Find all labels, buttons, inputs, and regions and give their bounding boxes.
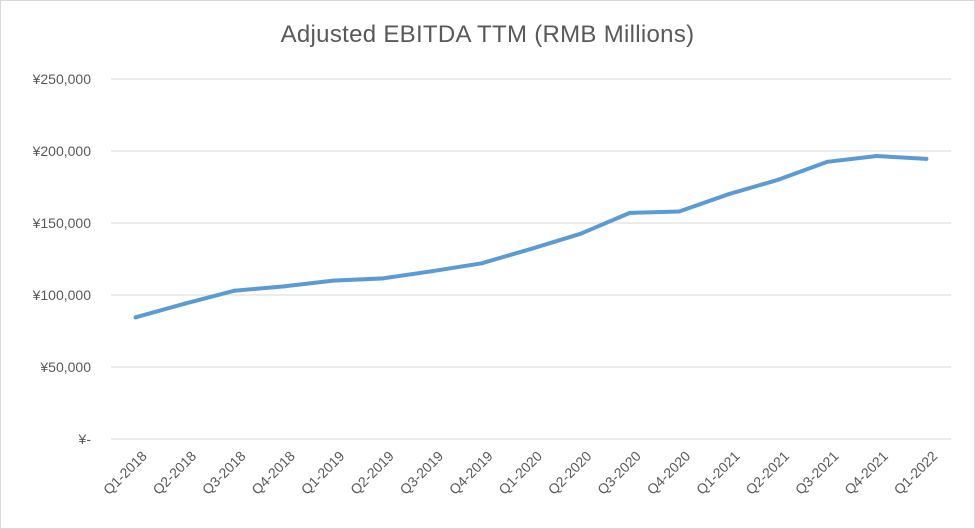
- x-tick-label: Q2-2018: [149, 448, 199, 498]
- x-tick-label: Q2-2020: [545, 448, 595, 498]
- data-point: [281, 284, 286, 289]
- x-tick-label: Q4-2018: [248, 448, 298, 498]
- y-tick-label: ¥200,000: [32, 143, 92, 159]
- x-tick-label: Q1-2019: [298, 448, 348, 498]
- data-point: [380, 276, 385, 281]
- x-tick-label: Q1-2021: [693, 448, 743, 498]
- series-line: [133, 154, 929, 320]
- data-point: [232, 288, 237, 293]
- x-tick-label: Q1-2018: [100, 448, 150, 498]
- y-tick-label: ¥250,000: [32, 71, 92, 87]
- data-point: [776, 177, 781, 182]
- data-point: [133, 315, 138, 320]
- data-point: [924, 156, 929, 161]
- x-tick-label: Q2-2021: [742, 448, 792, 498]
- data-point: [430, 269, 435, 274]
- y-tick-label: ¥50,000: [39, 359, 91, 375]
- x-tick-label: Q3-2019: [396, 448, 446, 498]
- data-point: [874, 154, 879, 159]
- x-tick-label: Q4-2019: [446, 448, 496, 498]
- y-tick-label: ¥150,000: [32, 215, 92, 231]
- data-point: [183, 301, 188, 306]
- data-point: [578, 231, 583, 236]
- data-point: [627, 210, 632, 215]
- data-point: [529, 246, 533, 251]
- y-tick-label: ¥-: [78, 431, 92, 447]
- x-tick-label: Q3-2018: [199, 448, 249, 498]
- x-tick-label: Q1-2020: [495, 448, 545, 498]
- data-point: [331, 278, 336, 283]
- data-point: [825, 159, 830, 164]
- x-tick-label: Q3-2020: [594, 448, 644, 498]
- y-tick-label: ¥100,000: [32, 287, 92, 303]
- x-tick-label: Q4-2020: [644, 448, 694, 498]
- x-tick-label: Q4-2021: [841, 448, 891, 498]
- x-tick-label: Q1-2022: [891, 448, 941, 498]
- data-point: [677, 209, 682, 214]
- data-point: [726, 192, 731, 197]
- data-point: [479, 261, 484, 266]
- x-tick-label: Q3-2021: [792, 448, 842, 498]
- x-tick-label: Q2-2019: [347, 448, 397, 498]
- chart-title: Adjusted EBITDA TTM (RMB Millions): [280, 21, 695, 48]
